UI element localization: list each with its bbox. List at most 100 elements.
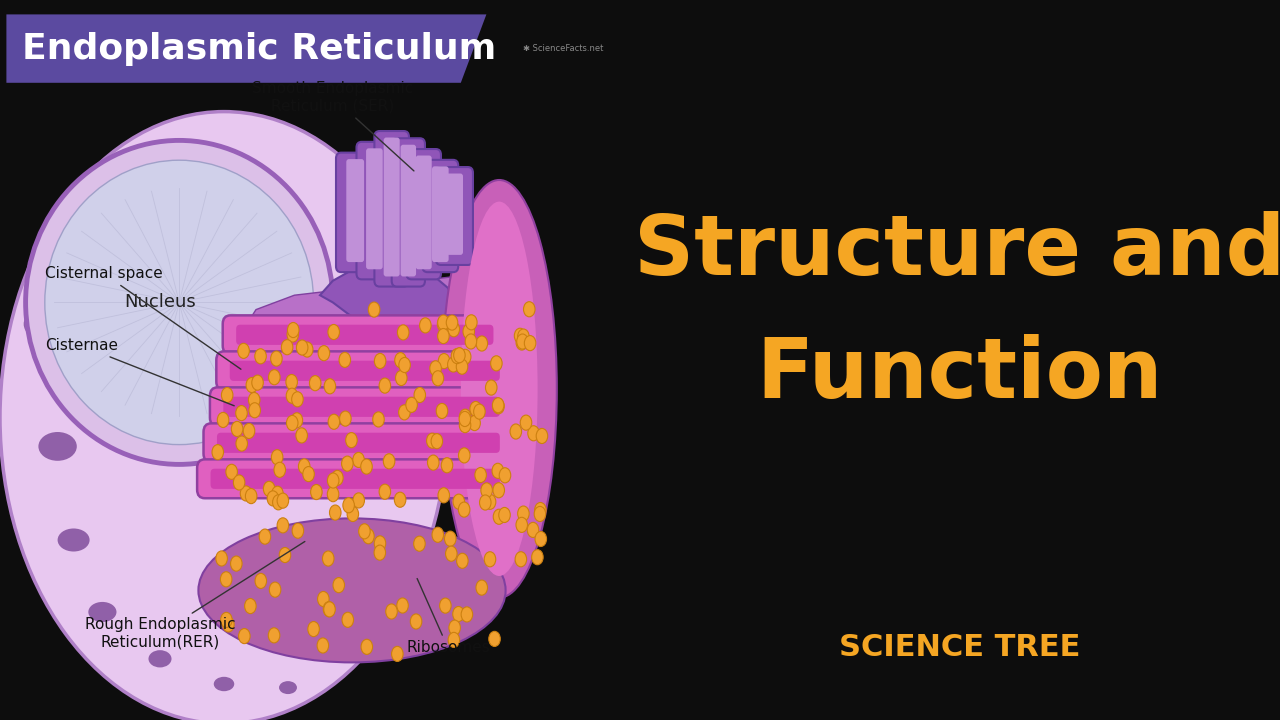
Ellipse shape [468, 415, 480, 431]
Ellipse shape [26, 140, 333, 464]
Ellipse shape [442, 458, 453, 473]
Text: Endoplasmic Reticulum: Endoplasmic Reticulum [22, 32, 497, 66]
FancyBboxPatch shape [435, 167, 474, 265]
Ellipse shape [271, 486, 283, 501]
Ellipse shape [489, 631, 500, 647]
Ellipse shape [438, 315, 449, 330]
Ellipse shape [411, 614, 422, 629]
Ellipse shape [232, 421, 243, 436]
Ellipse shape [303, 467, 315, 482]
Ellipse shape [218, 413, 229, 428]
Ellipse shape [516, 335, 527, 350]
Ellipse shape [361, 639, 372, 654]
Ellipse shape [430, 361, 442, 376]
Ellipse shape [298, 459, 310, 474]
Ellipse shape [287, 388, 298, 403]
Ellipse shape [396, 371, 407, 386]
Ellipse shape [148, 650, 172, 667]
Ellipse shape [246, 489, 257, 504]
Ellipse shape [324, 601, 335, 616]
FancyBboxPatch shape [384, 138, 399, 276]
Ellipse shape [527, 522, 539, 537]
Ellipse shape [276, 493, 288, 508]
Ellipse shape [394, 492, 406, 508]
Ellipse shape [292, 523, 303, 539]
FancyBboxPatch shape [210, 469, 500, 489]
Ellipse shape [372, 412, 384, 427]
Ellipse shape [406, 397, 417, 413]
Ellipse shape [88, 602, 116, 622]
Ellipse shape [58, 528, 90, 552]
Ellipse shape [342, 456, 353, 471]
Text: Smooth Endoplasmic
Reticulum (SER): Smooth Endoplasmic Reticulum (SER) [252, 81, 413, 171]
Ellipse shape [307, 621, 319, 636]
Polygon shape [224, 274, 538, 374]
Ellipse shape [392, 647, 403, 662]
Ellipse shape [397, 325, 408, 340]
FancyBboxPatch shape [197, 459, 513, 498]
Ellipse shape [499, 468, 511, 483]
Ellipse shape [475, 467, 486, 482]
Ellipse shape [442, 180, 557, 598]
Ellipse shape [460, 411, 471, 426]
FancyBboxPatch shape [445, 174, 463, 255]
Ellipse shape [520, 415, 531, 430]
Ellipse shape [155, 347, 191, 373]
Ellipse shape [458, 502, 470, 517]
Ellipse shape [413, 387, 425, 402]
Ellipse shape [374, 545, 385, 560]
Ellipse shape [220, 612, 232, 627]
Ellipse shape [0, 112, 448, 720]
Ellipse shape [399, 357, 411, 372]
Ellipse shape [517, 329, 529, 344]
Ellipse shape [379, 484, 390, 499]
Ellipse shape [436, 403, 448, 418]
Ellipse shape [279, 681, 297, 694]
Ellipse shape [221, 387, 233, 402]
Ellipse shape [448, 322, 460, 337]
Ellipse shape [328, 473, 339, 488]
Ellipse shape [433, 371, 444, 386]
Ellipse shape [466, 315, 477, 330]
Text: Structure and: Structure and [635, 212, 1280, 292]
Ellipse shape [252, 375, 264, 390]
Ellipse shape [460, 418, 471, 433]
Ellipse shape [438, 487, 449, 503]
Ellipse shape [385, 604, 397, 619]
Ellipse shape [476, 336, 488, 351]
Ellipse shape [317, 591, 329, 606]
Ellipse shape [453, 494, 465, 509]
Ellipse shape [527, 426, 539, 441]
FancyBboxPatch shape [236, 325, 494, 345]
Ellipse shape [449, 620, 461, 635]
Ellipse shape [324, 379, 335, 394]
Ellipse shape [517, 506, 529, 521]
Ellipse shape [229, 386, 257, 406]
Ellipse shape [493, 482, 504, 498]
Ellipse shape [347, 506, 358, 521]
FancyBboxPatch shape [223, 315, 507, 354]
Ellipse shape [480, 495, 492, 510]
Ellipse shape [255, 348, 266, 364]
Ellipse shape [319, 346, 330, 361]
Ellipse shape [451, 348, 462, 364]
Ellipse shape [420, 318, 431, 333]
Ellipse shape [223, 617, 234, 632]
Ellipse shape [328, 414, 339, 429]
Ellipse shape [531, 549, 543, 564]
Ellipse shape [302, 342, 314, 357]
Ellipse shape [461, 607, 472, 622]
Text: Rough Endoplasmic
Reticulum(RER): Rough Endoplasmic Reticulum(RER) [84, 541, 305, 649]
Ellipse shape [493, 399, 504, 414]
Ellipse shape [353, 452, 365, 467]
Ellipse shape [285, 374, 297, 390]
Ellipse shape [493, 397, 504, 413]
Ellipse shape [269, 582, 280, 597]
Ellipse shape [244, 598, 256, 613]
Ellipse shape [329, 505, 340, 520]
Ellipse shape [438, 354, 449, 369]
FancyBboxPatch shape [422, 160, 458, 272]
Ellipse shape [535, 503, 547, 518]
FancyBboxPatch shape [392, 138, 425, 287]
Ellipse shape [243, 423, 255, 438]
